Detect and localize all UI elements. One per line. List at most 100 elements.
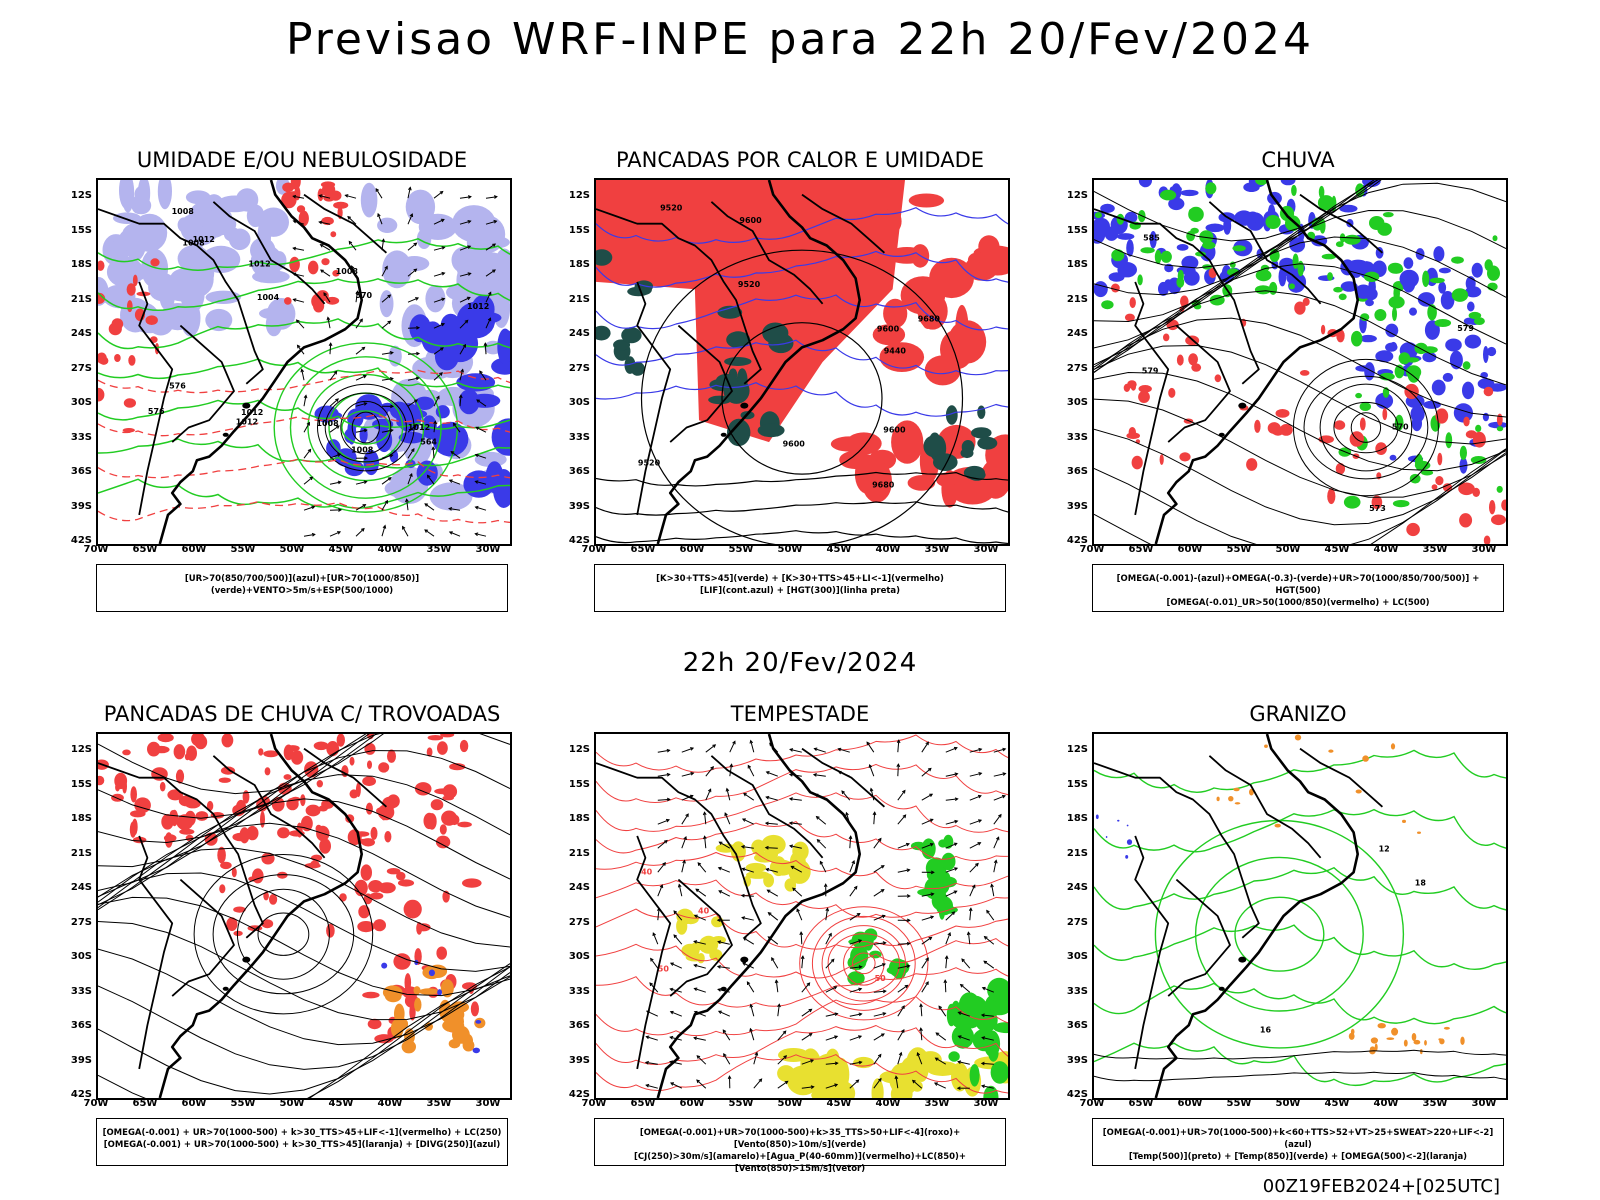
lat-tick-label: 12S bbox=[568, 744, 590, 755]
legend-chuva: [OMEGA(-0.001)-(azul)+OMEGA(-0.3)-(verde… bbox=[1092, 564, 1504, 612]
lat-tick-label: 21S bbox=[568, 847, 590, 859]
lon-tick-label: 65W bbox=[132, 1098, 158, 1109]
map-tempestade: 50 50 40 40 bbox=[594, 732, 1010, 1100]
contour-label: 1008 bbox=[336, 267, 359, 276]
lon-tick-label: 35W bbox=[1422, 544, 1448, 555]
lat-tick-label: 18S bbox=[1066, 259, 1088, 270]
lon-tick-label: 65W bbox=[1128, 544, 1154, 555]
lat-tick-label: 15S bbox=[70, 224, 92, 236]
panel-title-chuva: CHUVA bbox=[1261, 148, 1335, 172]
lon-tick-label: 50W bbox=[1275, 1098, 1301, 1109]
lat-tick-label: 36S bbox=[568, 1020, 590, 1031]
lat-tick-label: 33S bbox=[1066, 431, 1088, 443]
contour-label: 585 bbox=[1143, 234, 1160, 243]
lat-tick-label: 33S bbox=[568, 985, 590, 997]
lat-tick-label: 12S bbox=[70, 744, 92, 755]
legend-line: [OMEGA(-0.001)+UR>70(1000-500)+k>35_TTS>… bbox=[639, 1128, 961, 1150]
lat-tick-label: 39S bbox=[1066, 1054, 1088, 1066]
lat-tick-label: 27S bbox=[1066, 362, 1088, 374]
lat-tick-label: 12S bbox=[568, 190, 590, 201]
map-canvas-chuva: 585 579 579 573 570 bbox=[1094, 180, 1506, 544]
lon-tick-label: 45W bbox=[826, 1098, 852, 1109]
panel-title-umidade: UMIDADE E/OU NEBULOSIDADE bbox=[136, 148, 468, 172]
lon-tick-label: 60W bbox=[181, 1098, 207, 1109]
lon-tick-label: 35W bbox=[1422, 1098, 1448, 1109]
lon-tick-label: 65W bbox=[1128, 1098, 1154, 1109]
lon-tick-label: 50W bbox=[777, 544, 803, 555]
lat-tick-label: 15S bbox=[70, 778, 92, 790]
lat-tick-label: 30S bbox=[1066, 951, 1088, 962]
map-canvas-trovoadas bbox=[98, 734, 510, 1098]
lat-tick-label: 18S bbox=[70, 813, 92, 824]
lon-tick-label: 50W bbox=[1275, 544, 1301, 555]
lon-tick-label: 55W bbox=[728, 544, 754, 555]
lon-tick-label: 55W bbox=[728, 1098, 754, 1109]
panel-title-tempestade: TEMPESTADE bbox=[730, 702, 870, 726]
legend-line: [LIF](cont.azul) + [HGT(300)](linha pret… bbox=[699, 586, 901, 596]
legend-pancadas-calor: [K>30+TTS>45](verde) + [K>30+TTS>45+LI<-… bbox=[594, 564, 1006, 612]
lat-tick-label: 24S bbox=[568, 328, 590, 339]
lon-tick-label: 35W bbox=[924, 544, 950, 555]
legend-line: [Temp(500)](preto) + [Temp(850)](verde) … bbox=[1128, 1152, 1468, 1162]
lon-tick-label: 50W bbox=[777, 1098, 803, 1109]
legend-line: [OMEGA(-0.001) + UR>70(1000-500) + k>30_… bbox=[103, 1140, 501, 1150]
lon-tick-label: 55W bbox=[230, 1098, 256, 1109]
lon-tick-label: 40W bbox=[875, 544, 901, 555]
lat-tick-label: 42S bbox=[1066, 1089, 1088, 1100]
panel-title-trovoadas: PANCADAS DE CHUVA C/ TROVOADAS bbox=[103, 702, 501, 726]
lon-tick-label: 60W bbox=[679, 1098, 705, 1109]
contour-label: 9680 bbox=[872, 481, 895, 490]
lat-tick-label: 27S bbox=[70, 362, 92, 374]
contour-label: 9520 bbox=[738, 280, 761, 289]
contour-label: 9600 bbox=[783, 439, 806, 448]
lat-tick-label: 39S bbox=[568, 1054, 590, 1066]
contour-label: 1012 bbox=[467, 302, 489, 311]
map-trovoadas bbox=[96, 732, 512, 1100]
lon-tick-label: 65W bbox=[630, 544, 656, 555]
map-canvas-tempestade: 50 50 40 40 bbox=[596, 734, 1008, 1098]
lat-tick-label: 24S bbox=[1066, 328, 1088, 339]
lat-tick-label: 33S bbox=[568, 431, 590, 443]
lon-tick-label: 30W bbox=[973, 544, 999, 555]
lon-tick-label: 30W bbox=[973, 1098, 999, 1109]
lon-tick-label: 45W bbox=[826, 544, 852, 555]
lat-tick-label: 15S bbox=[568, 224, 590, 236]
contour-label: 1012 bbox=[408, 423, 430, 432]
lon-tick-label: 60W bbox=[679, 544, 705, 555]
contour-label: 564 bbox=[420, 438, 437, 447]
map-chuva: 585 579 579 573 570 bbox=[1092, 178, 1508, 546]
lat-tick-label: 42S bbox=[568, 1089, 590, 1100]
contour-label: 1008 bbox=[351, 446, 374, 455]
contour-label: 9520 bbox=[638, 459, 661, 468]
lat-tick-label: 27S bbox=[1066, 916, 1088, 928]
legend-line: [K>30+TTS>45](verde) + [K>30+TTS>45+LI<-… bbox=[656, 574, 944, 584]
lat-tick-label: 42S bbox=[70, 535, 92, 546]
contour-label: 12 bbox=[1379, 845, 1390, 854]
middle-title: 22h 20/Fev/2024 bbox=[682, 648, 918, 678]
lon-tick-label: 45W bbox=[328, 544, 354, 555]
lat-tick-label: 15S bbox=[1066, 778, 1088, 790]
lat-tick-label: 12S bbox=[70, 190, 92, 201]
contour-label: 579 bbox=[1457, 324, 1474, 333]
lat-tick-label: 21S bbox=[70, 847, 92, 859]
legend-umidade: [UR>70(850/700/500)](azul)+[UR>70(1000/8… bbox=[96, 564, 508, 612]
lat-tick-label: 18S bbox=[70, 259, 92, 270]
lon-tick-label: 40W bbox=[1373, 1098, 1399, 1109]
contour-label: 576 bbox=[169, 381, 186, 390]
legend-line: [OMEGA(-0.001) + UR>70(1000-500) + k>30_… bbox=[102, 1128, 502, 1138]
lat-tick-label: 12S bbox=[1066, 190, 1088, 201]
legend-line: [UR>70(850/700/500)](azul)+[UR>70(1000/8… bbox=[184, 574, 420, 596]
lat-tick-label: 30S bbox=[568, 951, 590, 962]
lat-tick-label: 27S bbox=[568, 362, 590, 374]
contour-label: 16 bbox=[1260, 1025, 1272, 1034]
lat-tick-label: 15S bbox=[568, 778, 590, 790]
lon-tick-label: 30W bbox=[475, 544, 501, 555]
lat-tick-label: 24S bbox=[568, 882, 590, 893]
lon-tick-label: 70W bbox=[1079, 544, 1105, 555]
lon-tick-label: 35W bbox=[426, 1098, 452, 1109]
contour-label: 576 bbox=[148, 407, 165, 416]
map-umidade: 1008 1008 1012 1012 1008 1012 1008 1008 1012 1012… bbox=[96, 178, 512, 546]
lat-tick-label: 27S bbox=[70, 916, 92, 928]
lon-tick-label: 60W bbox=[1177, 544, 1203, 555]
lon-tick-label: 35W bbox=[426, 544, 452, 555]
